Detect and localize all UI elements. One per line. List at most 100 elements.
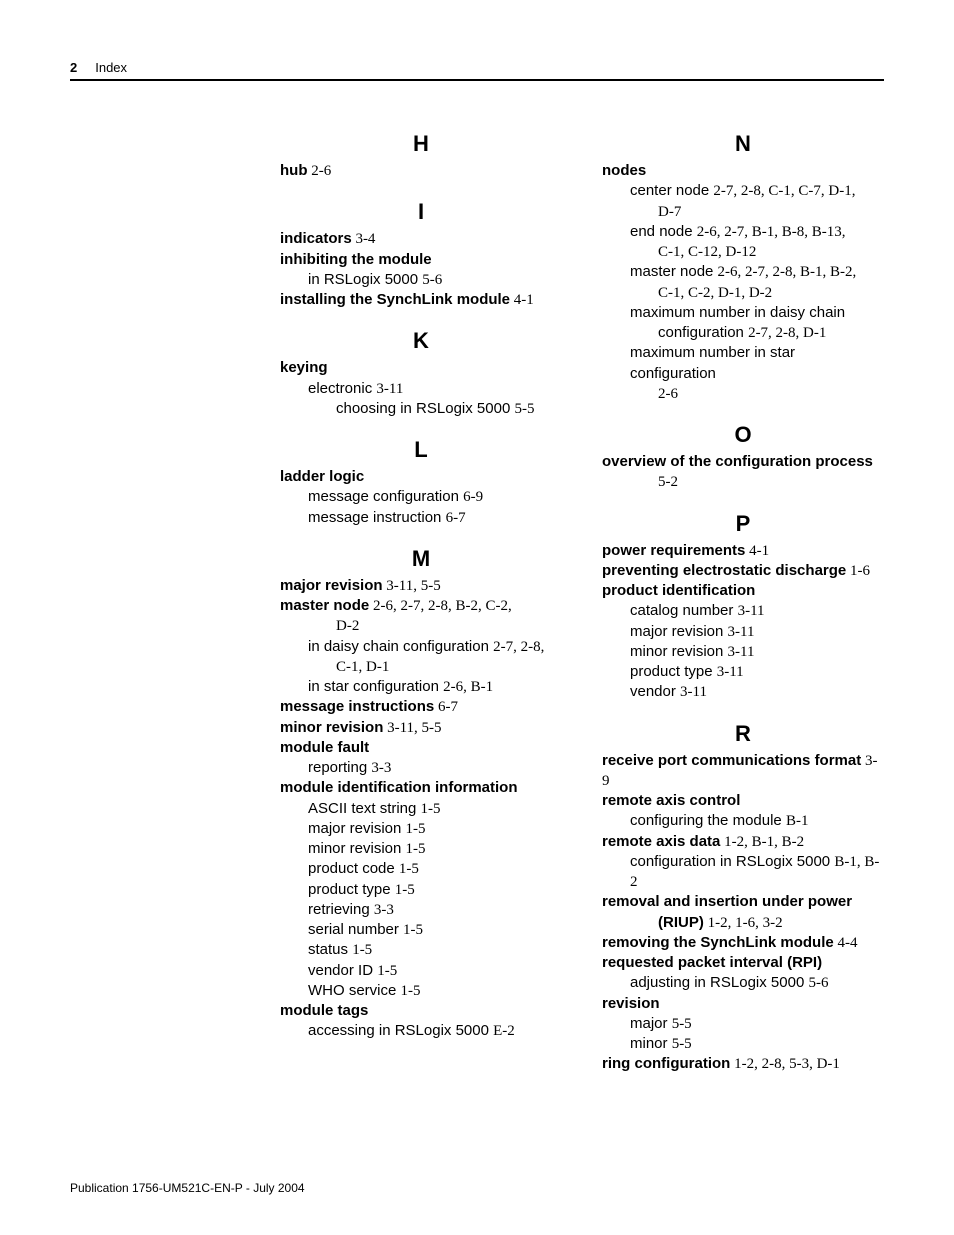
- index-subentry: serial number 1-5: [280, 920, 562, 940]
- entry-text: WHO service: [308, 982, 401, 999]
- term-text: keying: [280, 359, 328, 376]
- page-number: 2: [70, 60, 77, 75]
- term-text: ladder logic: [280, 468, 364, 485]
- index-subentry: end node 2-6, 2-7, B-1, B-8, B-13,: [602, 222, 884, 242]
- page-refs: 1-2, 1-6, 3-2: [704, 915, 783, 931]
- index-subentry: configuration 2-7, 2-8, D-1: [602, 323, 884, 343]
- term-text: hub: [280, 162, 308, 179]
- index-term: product identification: [602, 581, 884, 601]
- index-term: revision: [602, 994, 884, 1014]
- term-text: product identification: [602, 582, 755, 599]
- index-section: Mmajor revision 3-11, 5-5master node 2-6…: [280, 546, 562, 1042]
- index-term: keying: [280, 358, 562, 378]
- page-refs: 1-5: [403, 922, 423, 938]
- index-subentry: ASCII text string 1-5: [280, 799, 562, 819]
- index-subentry: C-1, D-1: [280, 657, 562, 677]
- index-term: ring configuration 1-2, 2-8, 5-3, D-1: [602, 1054, 884, 1074]
- page-refs: D-7: [658, 204, 681, 220]
- index-term: overview of the configuration process: [602, 452, 884, 472]
- page-refs: 5-5: [672, 1036, 692, 1052]
- page-refs: 3-11: [680, 684, 707, 700]
- entry-text: master node: [630, 263, 718, 280]
- left-column: Hhub 2-6Iindicators 3-4inhibiting the mo…: [280, 131, 562, 1075]
- page-refs: 5-2: [658, 474, 678, 490]
- footer: Publication 1756-UM521C-EN-P - July 2004: [70, 1181, 305, 1195]
- page-refs: C-1, C-12, D-12: [658, 244, 756, 260]
- term-text: minor revision: [280, 719, 383, 736]
- entry-text: serial number: [308, 921, 403, 938]
- term-text: module fault: [280, 739, 369, 756]
- entry-text: choosing in RSLogix 5000: [336, 400, 514, 417]
- index-term: inhibiting the module: [280, 250, 562, 270]
- page-refs: C-1, C-2, D-1, D-2: [658, 285, 772, 301]
- index-subentry: configuring the module B-1: [602, 811, 884, 831]
- page-refs: 1-5: [406, 821, 426, 837]
- term-text: preventing electrostatic discharge: [602, 562, 846, 579]
- entry-text: major revision: [308, 820, 406, 837]
- page-refs: 1-5: [377, 963, 397, 979]
- page-refs: 1-5: [395, 882, 415, 898]
- entry-text: reporting: [308, 759, 371, 776]
- index-section: Nnodescenter node 2-7, 2-8, C-1, C-7, D-…: [602, 131, 884, 404]
- index-subentry: in RSLogix 5000 5-6: [280, 270, 562, 290]
- entry-text: minor revision: [630, 643, 728, 660]
- page-refs: 6-7: [434, 699, 458, 715]
- index-subentry: accessing in RSLogix 5000 E-2: [280, 1021, 562, 1041]
- entry-text: minor revision: [308, 840, 406, 857]
- index-subentry: vendor 3-11: [602, 682, 884, 702]
- page-refs: 5-6: [422, 272, 442, 288]
- index-subentry: product type 3-11: [602, 662, 884, 682]
- page-refs: 2-6, 2-7, 2-8, B-1, B-2,: [718, 264, 857, 280]
- index-subentry: configuration in RSLogix 5000 B-1, B-2: [602, 852, 884, 893]
- index-subentry: WHO service 1-5: [280, 981, 562, 1001]
- entry-text: end node: [630, 223, 697, 240]
- page-refs: 6-9: [463, 489, 483, 505]
- term-text: receive port communications format: [602, 752, 861, 769]
- entry-text: catalog number: [630, 602, 738, 619]
- term-text: overview of the configuration process: [602, 453, 873, 470]
- term-text: removal and insertion under power: [602, 893, 852, 910]
- entry-text: minor: [630, 1035, 672, 1052]
- entry-text: status: [308, 941, 352, 958]
- index-term: receive port communications format 3-9: [602, 751, 884, 792]
- section-letter: P: [602, 511, 884, 537]
- page-refs: 2-6, 2-7, B-1, B-8, B-13,: [697, 224, 846, 240]
- index-term: installing the SynchLink module 4-1: [280, 290, 562, 310]
- index-term: minor revision 3-11, 5-5: [280, 718, 562, 738]
- index-term: module tags: [280, 1001, 562, 1021]
- entry-text: in RSLogix 5000: [308, 271, 422, 288]
- entry-text: product code: [308, 860, 399, 877]
- index-subentry: electronic 3-11: [280, 379, 562, 399]
- page-refs: C-1, D-1: [336, 659, 389, 675]
- section-letter: L: [280, 437, 562, 463]
- index-term: major revision 3-11, 5-5: [280, 576, 562, 596]
- page-refs: D-2: [336, 618, 359, 634]
- index-subentry: message instruction 6-7: [280, 508, 562, 528]
- page-header: 2Index: [70, 60, 884, 81]
- term-text: nodes: [602, 162, 646, 179]
- entry-text: in star configuration: [308, 678, 443, 695]
- page-refs: E-2: [493, 1023, 515, 1039]
- page-refs: B-1: [786, 813, 809, 829]
- page-refs: 2-6, B-1: [443, 679, 493, 695]
- term-text: module tags: [280, 1002, 368, 1019]
- index-section: Ppower requirements 4-1preventing electr…: [602, 511, 884, 703]
- page-refs: 4-1: [510, 292, 534, 308]
- index-term: message instructions 6-7: [280, 697, 562, 717]
- index-subentry: adjusting in RSLogix 5000 5-6: [602, 973, 884, 993]
- page-refs: 6-7: [446, 510, 466, 526]
- right-column: Nnodescenter node 2-7, 2-8, C-1, C-7, D-…: [602, 131, 884, 1075]
- page-refs: 2-6: [308, 163, 332, 179]
- index-subentry: D-2: [280, 616, 562, 636]
- section-letter: I: [280, 199, 562, 225]
- index-subentry: message configuration 6-9: [280, 487, 562, 507]
- index-section: Iindicators 3-4inhibiting the modulein R…: [280, 199, 562, 310]
- entry-text: accessing in RSLogix 5000: [308, 1022, 493, 1039]
- page-refs: 3-4: [352, 231, 376, 247]
- index-term: preventing electrostatic discharge 1-6: [602, 561, 884, 581]
- term-text: remote axis data: [602, 833, 720, 850]
- index-term: hub 2-6: [280, 161, 562, 181]
- index-term: indicators 3-4: [280, 229, 562, 249]
- entry-text: configuration in RSLogix 5000: [630, 853, 834, 870]
- index-subentry: choosing in RSLogix 5000 5-5: [280, 399, 562, 419]
